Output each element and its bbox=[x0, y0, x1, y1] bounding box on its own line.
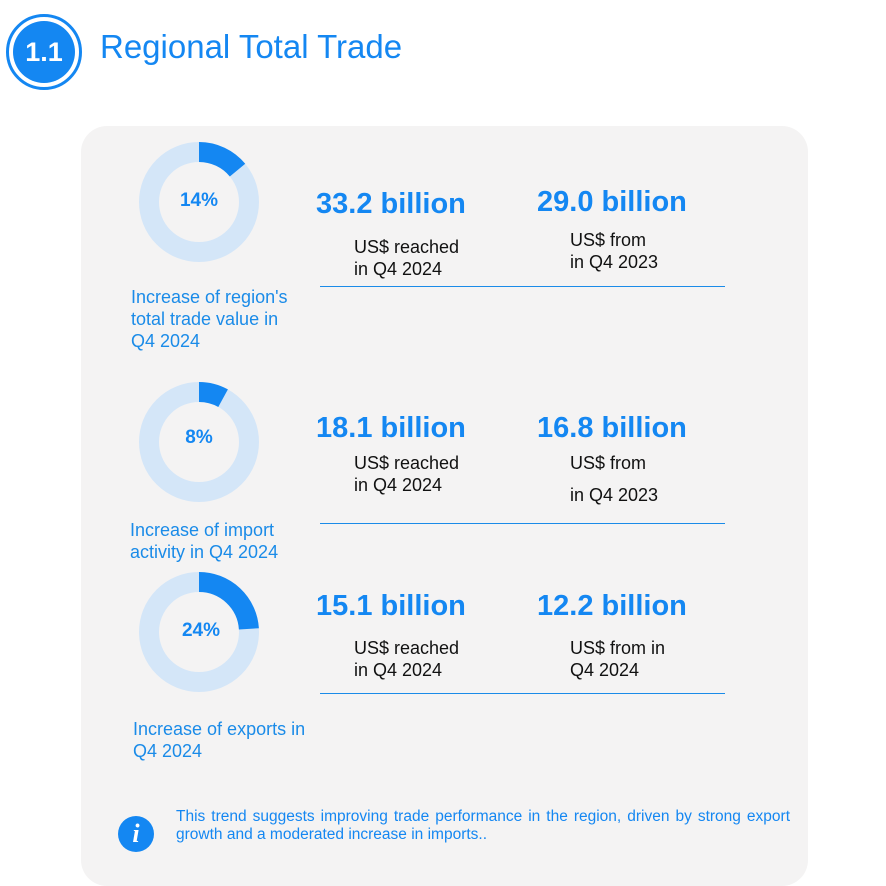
donut-imports bbox=[139, 382, 259, 502]
previous-desc-exports: US$ from in Q4 2024 bbox=[570, 637, 665, 681]
current-value-total-trade: 33.2 billion bbox=[316, 188, 466, 220]
info-icon: i bbox=[118, 816, 154, 852]
desc-line: Q4 2024 bbox=[570, 660, 640, 680]
previous-value-imports: 16.8 billion bbox=[537, 412, 687, 444]
desc-line: US$ from bbox=[570, 230, 647, 250]
desc-line: in Q4 2024 bbox=[354, 259, 443, 279]
section-number: 1.1 bbox=[13, 21, 75, 83]
current-value-exports: 15.1 billion bbox=[316, 590, 466, 622]
caption-line: Increase of exports in bbox=[133, 719, 306, 739]
desc-line: in Q4 2023 bbox=[570, 485, 659, 505]
caption-imports: Increase of import activity in Q4 2024 bbox=[130, 519, 278, 563]
caption-line: Increase of import bbox=[130, 520, 275, 540]
desc-line: in Q4 2024 bbox=[354, 660, 443, 680]
desc-line: in Q4 2023 bbox=[570, 252, 659, 272]
desc-line: US$ reached bbox=[354, 453, 460, 473]
percent-imports: 8% bbox=[185, 427, 213, 448]
caption-total-trade: Increase of region's total trade value i… bbox=[131, 286, 288, 352]
current-desc-total-trade: US$ reached in Q4 2024 bbox=[354, 236, 459, 280]
percent-exports: 24% bbox=[181, 620, 221, 641]
caption-line: Q4 2024 bbox=[131, 331, 201, 351]
desc-line: in Q4 2024 bbox=[354, 475, 443, 495]
current-desc-exports: US$ reached in Q4 2024 bbox=[354, 637, 459, 681]
previous-value-exports: 12.2 billion bbox=[537, 590, 687, 622]
caption-line: activity in Q4 2024 bbox=[130, 542, 279, 562]
caption-exports: Increase of exports in Q4 2024 bbox=[133, 718, 305, 762]
donut-arc bbox=[198, 382, 228, 408]
current-value-imports: 18.1 billion bbox=[316, 412, 466, 444]
current-desc-imports: US$ reached in Q4 2024 bbox=[354, 452, 459, 496]
donut-arc bbox=[198, 572, 259, 630]
previous-desc-total-trade: US$ from in Q4 2023 bbox=[570, 229, 658, 273]
donut-total-trade bbox=[139, 142, 259, 262]
divider bbox=[320, 693, 725, 694]
info-glyph: i bbox=[132, 819, 140, 848]
previous-value-total-trade: 29.0 billion bbox=[537, 186, 687, 218]
previous-desc-imports: US$ from in Q4 2023 bbox=[570, 452, 658, 506]
page-title: Regional Total Trade bbox=[100, 28, 403, 65]
caption-line: total trade value in bbox=[131, 309, 279, 329]
donut-arc bbox=[198, 142, 246, 177]
donut-exports bbox=[139, 572, 259, 692]
desc-line: US$ from bbox=[570, 453, 647, 473]
desc-line: US$ from in bbox=[570, 638, 666, 658]
percent-total-trade: 14% bbox=[179, 190, 219, 211]
divider bbox=[320, 523, 725, 524]
divider bbox=[320, 286, 725, 287]
desc-line: US$ reached bbox=[354, 237, 460, 257]
section-number-badge: 1.1 bbox=[6, 14, 82, 90]
caption-line: Increase of region's bbox=[131, 287, 288, 307]
summary-note: This trend suggests improving trade perf… bbox=[176, 808, 790, 843]
desc-line: US$ reached bbox=[354, 638, 460, 658]
caption-line: Q4 2024 bbox=[133, 741, 203, 761]
